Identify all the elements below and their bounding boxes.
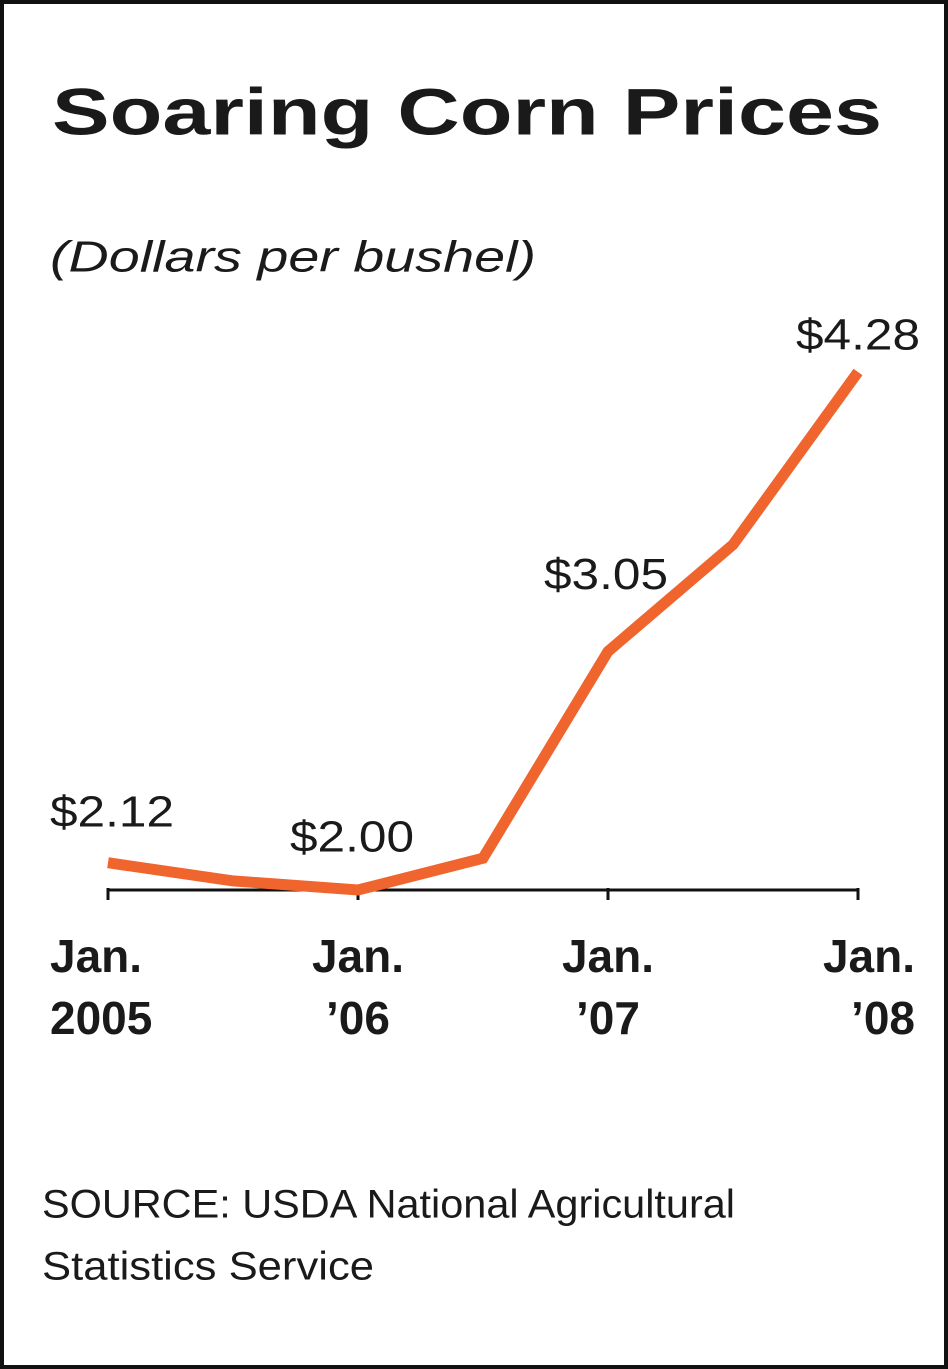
chart-subtitle: (Dollars per bushel) <box>50 233 536 282</box>
value-label: $3.05 <box>544 550 668 599</box>
chart-title: Soaring Corn Prices <box>52 74 882 148</box>
source-note: Statistics Service <box>42 1245 374 1289</box>
x-tick-label: Jan. ’07 <box>562 930 654 1044</box>
x-tick-label: Jan. ’06 <box>312 930 404 1044</box>
x-tick-label: Jan. ’08 <box>823 930 915 1044</box>
value-label: $2.00 <box>290 813 414 862</box>
value-label: $4.28 <box>796 311 920 360</box>
source-note: SOURCE: USDA National Agricultural <box>42 1183 735 1227</box>
x-tick-label: Jan. 2005 <box>50 930 152 1044</box>
price-line <box>107 368 863 896</box>
value-label: $2.12 <box>50 787 174 836</box>
